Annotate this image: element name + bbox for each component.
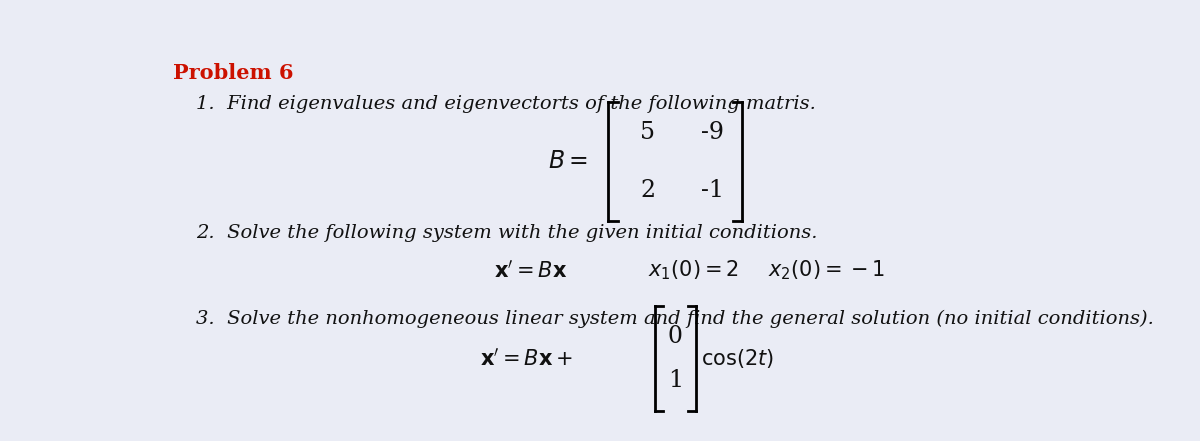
Text: 2: 2 (640, 179, 655, 202)
Text: $\mathbf{x}' = B\mathbf{x} +$: $\mathbf{x}' = B\mathbf{x} +$ (480, 348, 574, 370)
Text: Problem 6: Problem 6 (173, 63, 294, 83)
Text: 3.  Solve the nonhomogeneous linear system and find the general solution (no ini: 3. Solve the nonhomogeneous linear syste… (197, 309, 1154, 328)
Text: 2.  Solve the following system with the given initial conditions.: 2. Solve the following system with the g… (197, 224, 818, 243)
Text: -9: -9 (701, 121, 724, 144)
Text: 0: 0 (668, 325, 683, 348)
Text: $B =$: $B =$ (548, 150, 588, 173)
Text: $x_1(0) = 2$: $x_1(0) = 2$ (648, 258, 739, 282)
Text: $\mathbf{x}' = B\mathbf{x}$: $\mathbf{x}' = B\mathbf{x}$ (494, 259, 568, 281)
Text: $x_2(0) = -1$: $x_2(0) = -1$ (768, 258, 886, 282)
Text: 1.  Find eigenvalues and eigenvectorts of the following matris.: 1. Find eigenvalues and eigenvectorts of… (197, 95, 816, 113)
Text: $\cos(2t)$: $\cos(2t)$ (702, 347, 774, 370)
Text: 1: 1 (668, 369, 683, 392)
Text: -1: -1 (701, 179, 724, 202)
Text: 5: 5 (640, 121, 655, 144)
